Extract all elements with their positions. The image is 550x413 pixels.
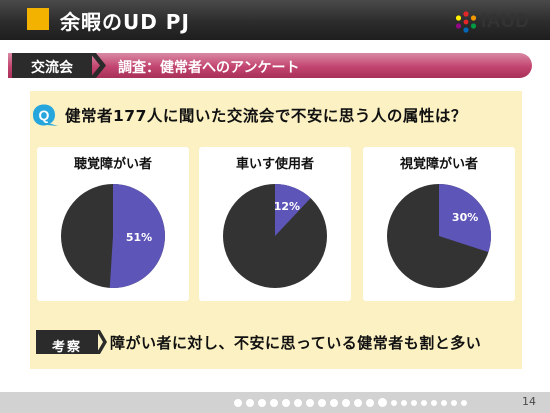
progress-dot: [391, 399, 397, 406]
progress-dot: [282, 398, 290, 407]
conclusion: 考察 障がい者に対し、不安に思っている健常者も割と多い: [36, 328, 496, 356]
pie-chart: 12%: [223, 184, 327, 288]
progress-dot: [431, 399, 437, 406]
progress-dot: [234, 398, 242, 407]
footer-bar: 14: [0, 392, 550, 413]
progress-dot: [366, 398, 374, 407]
progress-dot: [451, 399, 457, 406]
progress-dot: [342, 398, 350, 407]
logo-text: IAUD: [481, 11, 530, 32]
progress-dot-current: [378, 398, 387, 407]
pie-chart: 51%: [61, 184, 165, 288]
progress-dot: [318, 398, 326, 407]
progress-dot: [330, 398, 338, 407]
accent-square: [27, 8, 49, 30]
slide-progress-dots: [234, 398, 471, 407]
iaud-logo: IAUD: [448, 7, 548, 37]
pie-value-label: 12%: [274, 200, 300, 213]
progress-dot: [258, 398, 266, 407]
conclusion-tag: 考察: [51, 340, 82, 355]
section-subtitle: 調査：健常者へのアンケート: [118, 60, 300, 76]
chevron-right-icon: [96, 330, 107, 354]
progress-dot: [246, 398, 254, 407]
progress-dot: [411, 399, 417, 406]
pie-card: 視覚障がい者 30%: [363, 147, 515, 301]
section-tag: 交流会: [31, 60, 73, 76]
section-bar: 交流会 調査：健常者へのアンケート: [8, 53, 532, 78]
section-tag-box: 交流会: [12, 53, 92, 78]
pie-value-label: 51%: [126, 231, 152, 244]
pie-label: 車いす使用者: [235, 157, 314, 172]
progress-dot: [401, 399, 407, 406]
progress-dot: [306, 398, 314, 407]
pie-card: 聴覚障がい者 51%: [37, 147, 189, 301]
progress-dot: [461, 399, 467, 406]
conclusion-text: 障がい者に対し、不安に思っている健常者も割と多い: [110, 334, 482, 352]
pie-chart: 30%: [387, 184, 491, 288]
q-icon: Q: [33, 104, 58, 126]
svg-text:Q: Q: [39, 107, 50, 123]
progress-dot: [294, 398, 302, 407]
iaud-logo-icon: [455, 11, 477, 33]
question-text: 健常者177人に聞いた交流会で不安に思う人の属性は？: [65, 107, 467, 125]
progress-dot: [354, 398, 362, 407]
pie-value-label: 30%: [452, 211, 478, 224]
progress-dot: [270, 398, 278, 407]
page-number: 14: [522, 395, 536, 408]
progress-dot: [441, 399, 447, 406]
pie-label: 聴覚障がい者: [73, 157, 152, 172]
conclusion-tag-box: 考察: [36, 330, 98, 355]
pie-slice: [109, 184, 165, 288]
pie-slice: [439, 184, 491, 253]
pie-label: 視覚障がい者: [399, 157, 478, 172]
pie-slice: [275, 184, 311, 236]
chevron-right-icon: [90, 53, 106, 78]
page-title: 余暇のUD PJ: [60, 10, 190, 34]
progress-dot: [421, 399, 427, 406]
pie-card: 車いす使用者 12%: [199, 147, 351, 301]
